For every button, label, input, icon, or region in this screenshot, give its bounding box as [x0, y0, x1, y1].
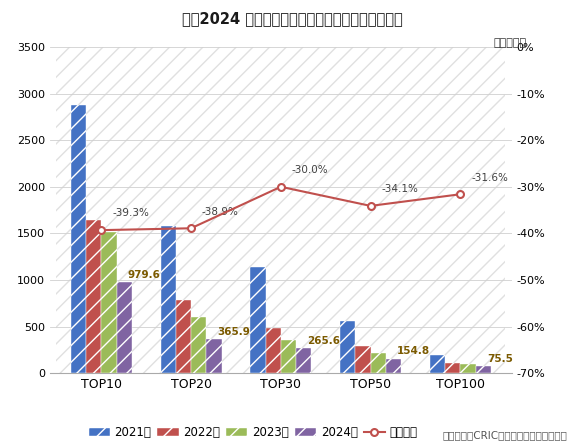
Text: 单位：亿元: 单位：亿元	[493, 38, 526, 48]
Text: -38.9%: -38.9%	[202, 207, 239, 217]
Text: 75.5: 75.5	[487, 354, 512, 364]
Bar	[460, 364, 476, 373]
Bar	[160, 226, 176, 373]
Bar	[101, 232, 116, 373]
Legend: 2021年, 2022年, 2023年, 2024年, 同比变动: 2021年, 2022年, 2023年, 2024年, 同比变动	[84, 422, 422, 444]
Bar	[370, 353, 386, 373]
Bar	[476, 366, 491, 373]
Bar	[116, 282, 132, 373]
同比变动	[367, 203, 374, 209]
Bar	[266, 328, 281, 373]
Text: 154.8: 154.8	[397, 346, 430, 356]
Text: 图：2024 年百强房企销售操盘金额入榜门槛及变动: 图：2024 年百强房企销售操盘金额入榜门槛及变动	[182, 11, 403, 26]
Bar	[176, 299, 191, 373]
Text: 979.6: 979.6	[128, 270, 161, 279]
Text: -31.6%: -31.6%	[471, 173, 508, 182]
Bar	[71, 105, 86, 373]
Bar	[430, 355, 445, 373]
Bar	[207, 339, 222, 373]
同比变动	[188, 226, 195, 231]
同比变动	[457, 192, 464, 197]
Bar	[355, 346, 370, 373]
Bar	[191, 317, 207, 373]
Text: 数据来源：CRIC中国房地产决策咨询系统: 数据来源：CRIC中国房地产决策咨询系统	[443, 430, 567, 440]
同比变动	[98, 228, 105, 233]
Bar	[340, 321, 355, 373]
同比变动	[277, 184, 284, 190]
Bar	[281, 340, 296, 373]
Text: 265.6: 265.6	[307, 336, 340, 346]
Text: -34.1%: -34.1%	[381, 184, 418, 194]
Bar	[86, 220, 101, 373]
Bar	[296, 349, 311, 373]
Text: 365.9: 365.9	[218, 327, 250, 337]
Bar	[445, 363, 460, 373]
Line: 同比变动: 同比变动	[98, 183, 464, 234]
Bar	[386, 359, 401, 373]
Text: -39.3%: -39.3%	[112, 208, 149, 219]
Text: -30.0%: -30.0%	[291, 165, 328, 175]
Bar	[250, 267, 266, 373]
